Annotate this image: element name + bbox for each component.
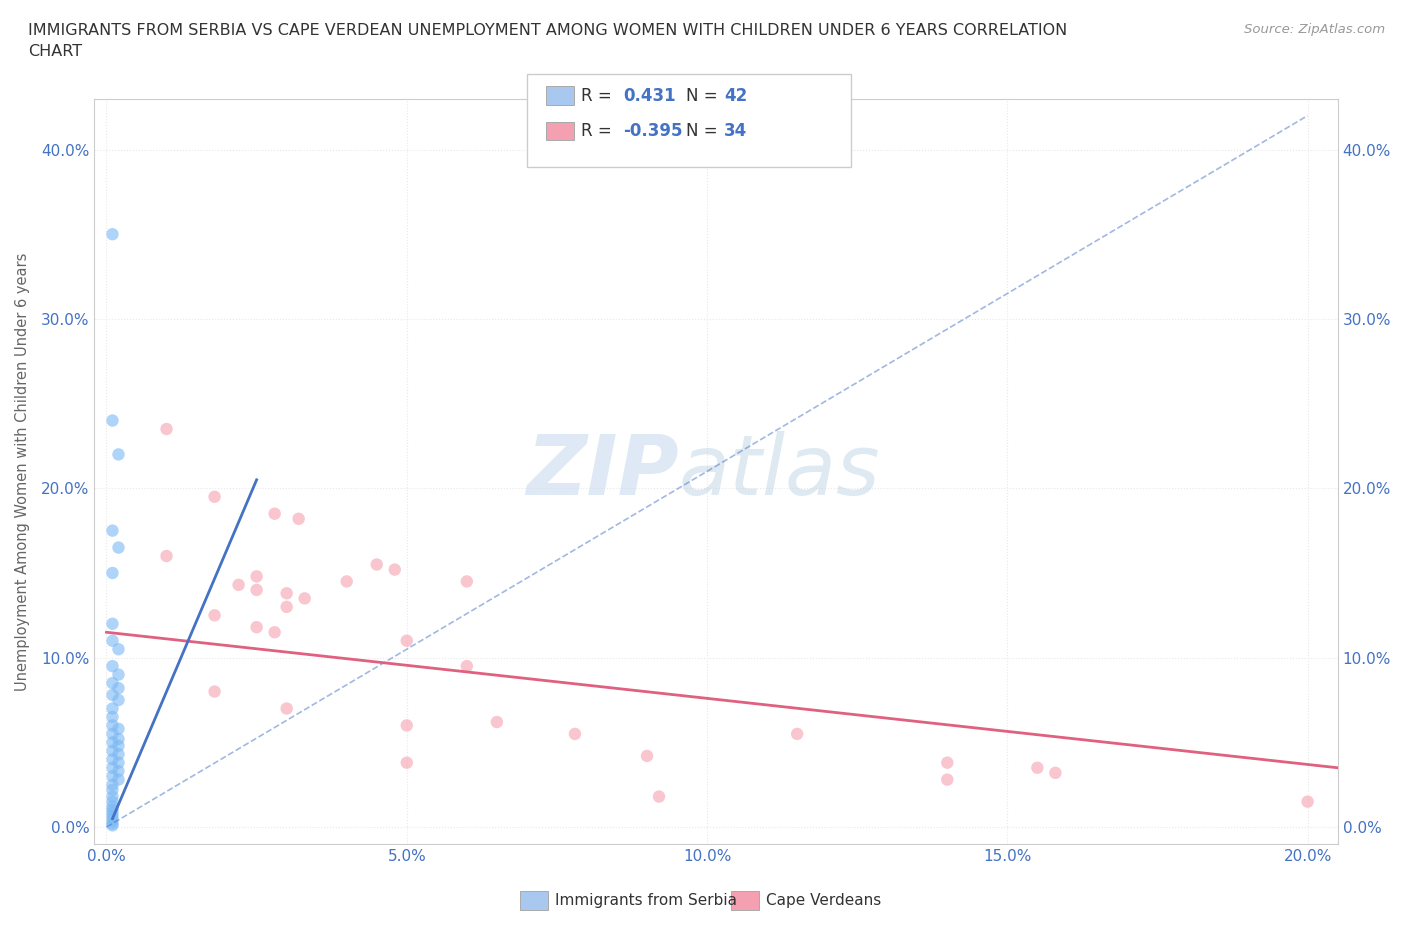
- Point: [101, 633, 124, 648]
- Point: [395, 718, 418, 733]
- Point: [101, 675, 124, 690]
- Point: [101, 777, 124, 792]
- Point: [276, 600, 298, 615]
- Point: [101, 799, 124, 814]
- Point: [101, 227, 124, 242]
- Point: [101, 769, 124, 784]
- Point: [1026, 761, 1049, 776]
- Point: [107, 732, 129, 747]
- Point: [101, 710, 124, 724]
- Point: [1296, 794, 1319, 809]
- Point: [246, 569, 269, 584]
- Point: [101, 761, 124, 776]
- Point: [564, 726, 586, 741]
- Point: [107, 693, 129, 708]
- Point: [107, 772, 129, 787]
- Point: [155, 549, 177, 564]
- Point: [155, 421, 177, 436]
- Point: [263, 506, 285, 521]
- Point: [101, 524, 124, 538]
- Point: [101, 726, 124, 741]
- Point: [101, 794, 124, 809]
- Point: [107, 447, 129, 462]
- Point: [107, 738, 129, 753]
- Point: [204, 608, 226, 623]
- Text: 0.431: 0.431: [623, 86, 675, 105]
- Text: Cape Verdeans: Cape Verdeans: [766, 893, 882, 908]
- Point: [101, 803, 124, 817]
- Point: [366, 557, 388, 572]
- Point: [101, 751, 124, 766]
- Point: [101, 735, 124, 750]
- Point: [228, 578, 250, 592]
- Point: [101, 617, 124, 631]
- Point: [276, 586, 298, 601]
- Point: [936, 772, 959, 787]
- Text: atlas: atlas: [679, 431, 880, 512]
- Point: [395, 755, 418, 770]
- Point: [263, 625, 285, 640]
- Text: R =: R =: [581, 122, 612, 140]
- Point: [107, 764, 129, 778]
- Point: [786, 726, 808, 741]
- Text: Source: ZipAtlas.com: Source: ZipAtlas.com: [1244, 23, 1385, 36]
- Text: N =: N =: [686, 122, 717, 140]
- Point: [1045, 765, 1067, 780]
- Point: [107, 642, 129, 657]
- Point: [101, 806, 124, 821]
- Point: [101, 817, 124, 832]
- Point: [648, 790, 671, 804]
- Text: 34: 34: [724, 122, 748, 140]
- Point: [107, 681, 129, 696]
- Text: -0.395: -0.395: [623, 122, 682, 140]
- Point: [276, 701, 298, 716]
- Point: [294, 591, 316, 605]
- Point: [336, 574, 359, 589]
- Point: [101, 813, 124, 828]
- Point: [101, 790, 124, 804]
- Text: IMMIGRANTS FROM SERBIA VS CAPE VERDEAN UNEMPLOYMENT AMONG WOMEN WITH CHILDREN UN: IMMIGRANTS FROM SERBIA VS CAPE VERDEAN U…: [28, 23, 1067, 60]
- Text: ZIP: ZIP: [526, 431, 679, 512]
- Point: [101, 817, 124, 831]
- Point: [636, 749, 658, 764]
- Text: 42: 42: [724, 86, 748, 105]
- Point: [101, 743, 124, 758]
- Point: [107, 755, 129, 770]
- Point: [101, 718, 124, 733]
- Point: [101, 701, 124, 716]
- Point: [107, 747, 129, 762]
- Point: [101, 809, 124, 824]
- Text: N =: N =: [686, 86, 717, 105]
- Point: [246, 619, 269, 634]
- Point: [107, 540, 129, 555]
- Point: [101, 565, 124, 580]
- Text: Immigrants from Serbia: Immigrants from Serbia: [555, 893, 737, 908]
- Point: [204, 489, 226, 504]
- Text: R =: R =: [581, 86, 612, 105]
- Point: [287, 512, 309, 526]
- Point: [107, 722, 129, 737]
- Point: [101, 658, 124, 673]
- Point: [246, 582, 269, 597]
- Point: [456, 574, 478, 589]
- Point: [101, 687, 124, 702]
- Point: [485, 714, 508, 729]
- Point: [101, 413, 124, 428]
- Point: [384, 562, 406, 577]
- Y-axis label: Unemployment Among Women with Children Under 6 years: Unemployment Among Women with Children U…: [15, 252, 30, 691]
- Point: [395, 633, 418, 648]
- Point: [204, 684, 226, 699]
- Point: [101, 782, 124, 797]
- Point: [107, 667, 129, 682]
- Point: [936, 755, 959, 770]
- Point: [456, 658, 478, 673]
